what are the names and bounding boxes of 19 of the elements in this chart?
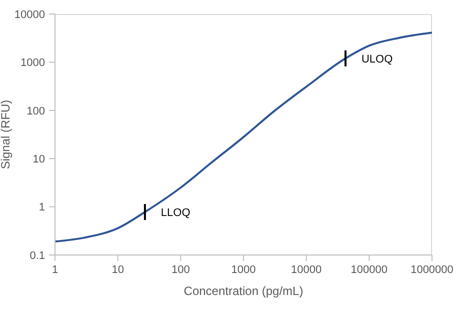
annotation: LLOQ [160,207,191,219]
y-axis-title: Signal (RFU) [0,100,12,170]
y-tick-label: 1 [38,202,45,214]
x-tick-label: 1 [52,264,58,276]
y-tick-label: 100 [26,105,45,118]
x-tick-label: 10 [112,264,124,276]
x-tick-label: 1000 [231,264,256,276]
marker-tick: ULOQ [344,50,393,66]
marker-tick: LLOQ [144,204,190,220]
y-tick-label: 1000 [20,57,45,70]
y-tick-label: 0.1 [30,250,45,262]
x-tick-label: 10000 [291,264,322,276]
x-tick-label: 100 [171,264,190,276]
x-tick-label: 1000000 [410,264,454,276]
annotation: ULOQ [361,53,394,66]
x-tick-label: 100000 [350,264,388,276]
x-axis-title: Concentration (pg/mL) [184,284,304,298]
y-tick-label: 10 [32,154,45,166]
y-tick-label: 10000 [14,8,45,21]
